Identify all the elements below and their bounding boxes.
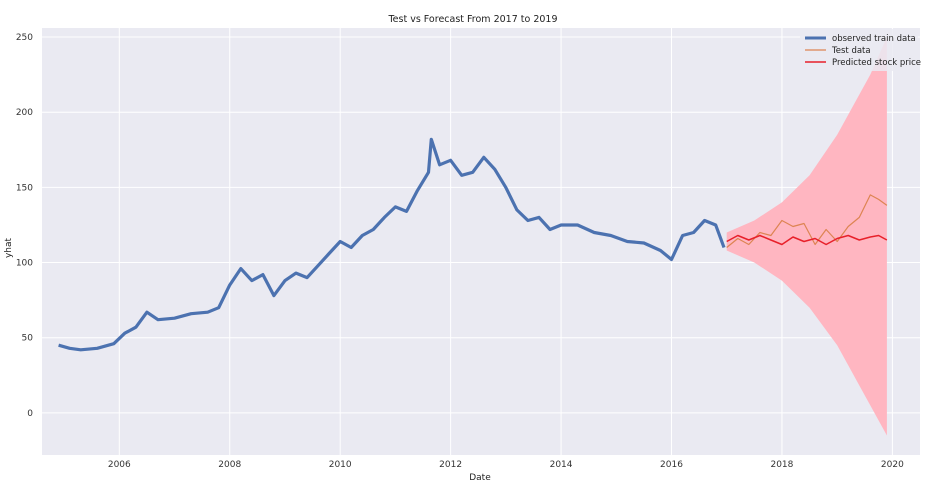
x-tick-label: 2020	[881, 460, 904, 470]
confidence-band-layer	[726, 37, 887, 436]
confidence-band	[726, 37, 887, 436]
y-axis-title: yhat	[4, 237, 14, 258]
y-tick-label: 150	[16, 183, 33, 193]
tick-labels: 2006 2008 2010 2012 2014 2016 2018 2020 0 50 100 15…	[16, 33, 904, 470]
predicted-price-line	[726, 234, 888, 246]
y-tick-label: 200	[16, 108, 33, 118]
legend-label-observed: observed train data	[832, 34, 916, 44]
x-tick-label: 2014	[550, 460, 573, 470]
legend-box	[800, 29, 918, 71]
legend-label-test: Test data	[831, 46, 871, 56]
y-tick-label: 100	[16, 259, 33, 269]
legend: observed train data Test data Predicted …	[800, 29, 921, 71]
y-tick-label: 0	[27, 409, 33, 419]
y-tick-label: 50	[22, 334, 34, 344]
x-tick-label: 2016	[660, 460, 683, 470]
observed-train-line	[58, 137, 726, 352]
x-tick-label: 2012	[439, 460, 462, 470]
x-tick-label: 2008	[218, 460, 241, 470]
legend-label-predicted: Predicted stock price	[832, 58, 921, 68]
series-layer	[58, 137, 888, 352]
x-tick-label: 2018	[770, 460, 793, 470]
x-tick-label: 2006	[108, 460, 131, 470]
x-axis-title: Date	[469, 473, 491, 483]
y-tick-label: 250	[16, 33, 33, 43]
chart-title: Test vs Forecast From 2017 to 2019	[387, 14, 557, 25]
x-tick-label: 2010	[329, 460, 352, 470]
